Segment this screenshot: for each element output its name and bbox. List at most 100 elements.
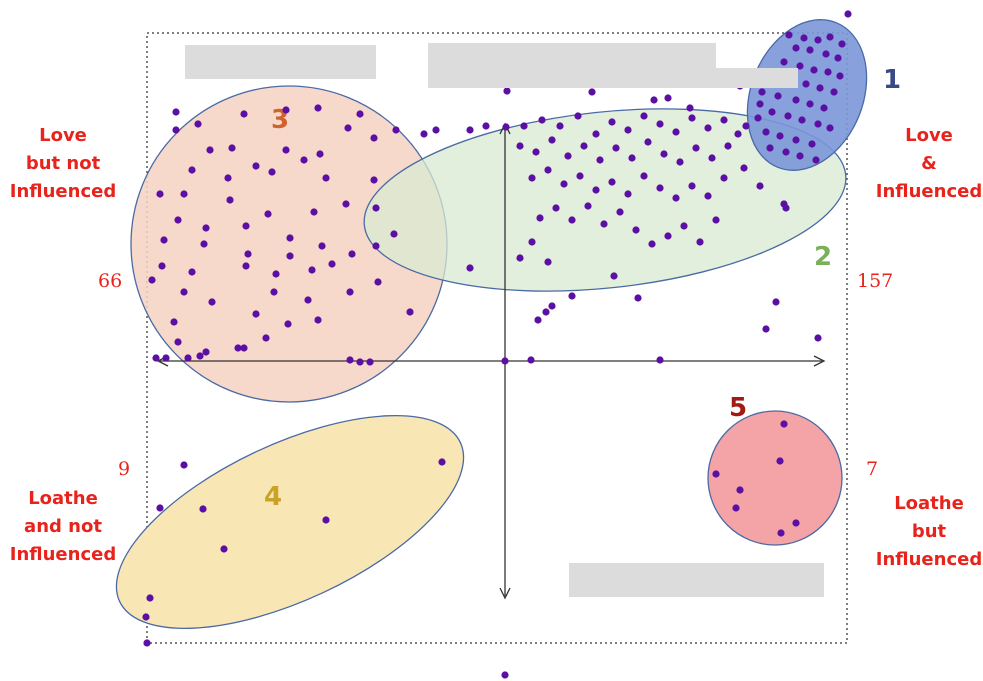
data-point (628, 154, 636, 162)
data-point (640, 172, 648, 180)
data-point (792, 96, 800, 104)
v-arrow-bottom (499, 587, 511, 600)
data-point (777, 529, 785, 537)
cluster-4-ellipse (115, 415, 465, 629)
data-point (438, 458, 446, 466)
data-point (252, 310, 260, 318)
placeholder-bar-4 (569, 563, 824, 597)
data-point (199, 505, 207, 513)
data-point (390, 230, 398, 238)
data-point (346, 356, 354, 364)
data-point (342, 200, 350, 208)
data-point (420, 130, 428, 138)
data-point (556, 122, 564, 130)
data-point (758, 88, 766, 96)
data-point (812, 156, 820, 164)
data-point (228, 144, 236, 152)
data-point (200, 240, 208, 248)
data-point (776, 457, 784, 465)
data-point (344, 124, 352, 132)
data-point (148, 276, 156, 284)
data-point (180, 461, 188, 469)
data-point (370, 134, 378, 142)
data-point (672, 128, 680, 136)
data-point (704, 124, 712, 132)
data-point (756, 182, 764, 190)
data-point (792, 519, 800, 527)
data-point (734, 130, 742, 138)
data-point (532, 148, 540, 156)
cluster-4-number: 4 (264, 482, 282, 512)
data-point (780, 58, 788, 66)
data-point (782, 148, 790, 156)
data-point (712, 216, 720, 224)
data-point (538, 116, 546, 124)
data-point (600, 220, 608, 228)
data-point (762, 128, 770, 136)
plot-frame (146, 32, 848, 644)
clusters (115, 19, 868, 629)
data-point (308, 266, 316, 274)
data-point (270, 288, 278, 296)
data-point (820, 104, 828, 112)
data-point (172, 108, 180, 116)
data-point (516, 142, 524, 150)
count-top-right: 157 (857, 270, 894, 292)
data-point (830, 88, 838, 96)
data-point (548, 136, 556, 144)
placeholder-bar-3 (716, 68, 798, 88)
data-point (304, 296, 312, 304)
data-point (696, 238, 704, 246)
data-point (772, 298, 780, 306)
cluster-2-ellipse (363, 108, 847, 292)
data-point (588, 88, 596, 96)
data-point (834, 54, 842, 62)
data-point (736, 486, 744, 494)
data-point (816, 84, 824, 92)
data-point (184, 354, 192, 362)
data-point (836, 72, 844, 80)
cluster-2-number: 2 (814, 242, 832, 272)
data-point (704, 192, 712, 200)
data-point (252, 162, 260, 170)
data-point (356, 110, 364, 118)
data-point (612, 144, 620, 152)
data-point (766, 144, 774, 152)
data-point (796, 62, 804, 70)
data-point (644, 138, 652, 146)
data-point (314, 316, 322, 324)
data-point (264, 210, 272, 218)
label-loathe-not-influenced: Loathe and not Influenced (9, 488, 117, 565)
data-point (520, 122, 528, 130)
data-point (650, 96, 658, 104)
data-point (776, 132, 784, 140)
data-point (466, 264, 474, 272)
data-point (406, 308, 414, 316)
data-point (780, 420, 788, 428)
data-point (596, 156, 604, 164)
data-point (370, 176, 378, 184)
data-point (170, 318, 178, 326)
data-point (656, 356, 664, 364)
data-point (686, 104, 694, 112)
data-point (548, 302, 556, 310)
placeholder-bar-1 (185, 45, 376, 79)
label-love-and-influenced: Love & Influenced (875, 125, 983, 202)
data-point (432, 126, 440, 134)
data-point (172, 126, 180, 134)
data-point (814, 334, 822, 342)
count-bottom-left: 9 (118, 458, 131, 480)
data-point (240, 344, 248, 352)
placeholder-bar-2 (428, 43, 716, 88)
data-point (286, 252, 294, 260)
data-point (732, 504, 740, 512)
data-point (568, 216, 576, 224)
data-point (712, 470, 720, 478)
data-point (282, 146, 290, 154)
count-top-left: 66 (98, 270, 123, 292)
data-point (268, 168, 276, 176)
data-point (536, 214, 544, 222)
data-point (356, 358, 364, 366)
data-point (202, 224, 210, 232)
data-point (785, 31, 793, 39)
